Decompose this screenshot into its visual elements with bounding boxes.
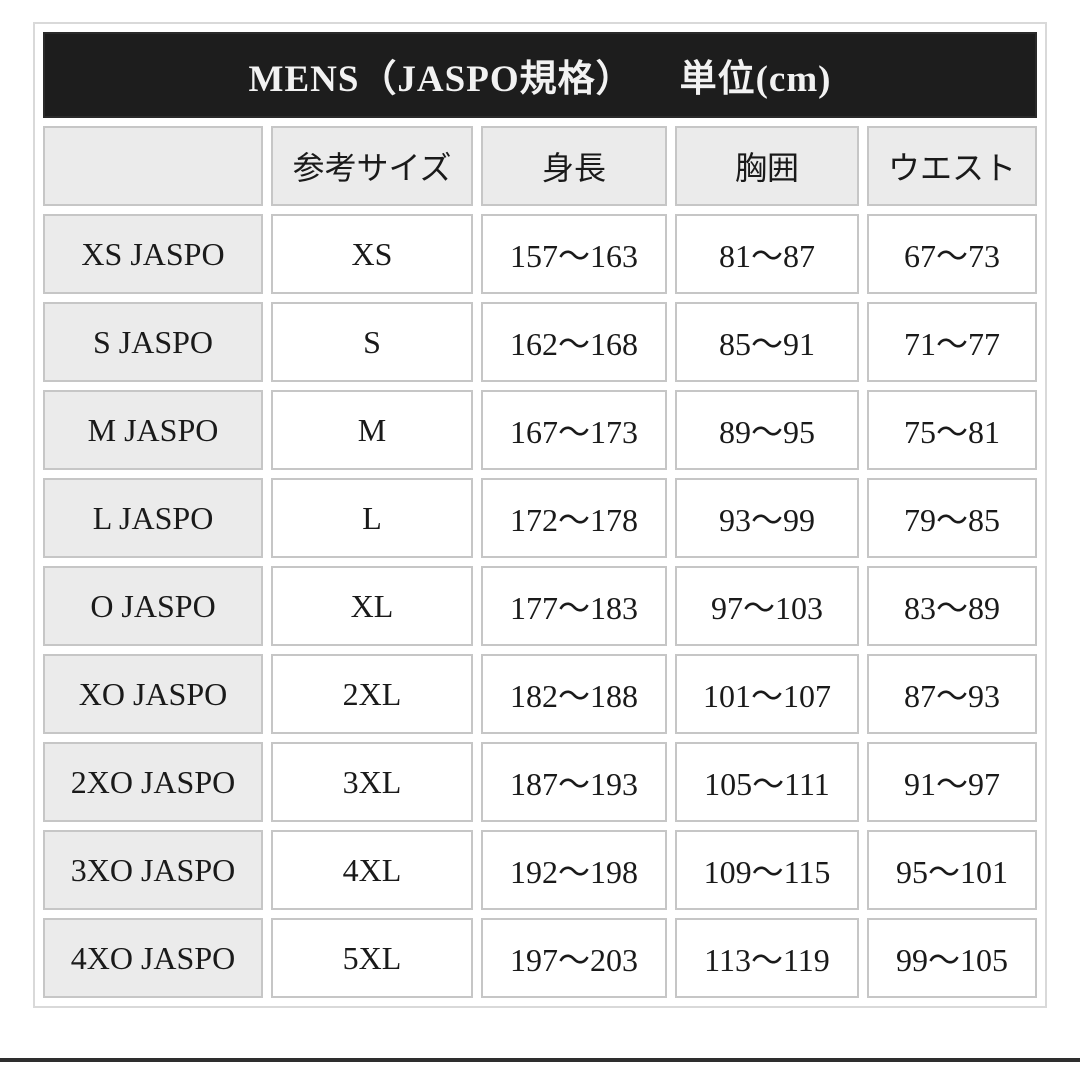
table-row: XS JASPO XS 157〜163 81〜87 67〜73: [43, 214, 1038, 294]
row-label-cell: M JASPO: [43, 390, 263, 470]
table-row: 2XO JASPO 3XL 187〜193 105〜111 91〜97: [43, 742, 1038, 822]
height-cell: 157〜163: [481, 214, 667, 294]
waist-cell: 95〜101: [867, 830, 1038, 910]
table-row: O JASPO XL 177〜183 97〜103 83〜89: [43, 566, 1038, 646]
table-body: XS JASPO XS 157〜163 81〜87 67〜73 S JASPO …: [43, 214, 1038, 998]
height-cell: 197〜203: [481, 918, 667, 998]
column-header-height: 身長: [481, 126, 667, 206]
ref-size-cell: M: [271, 390, 473, 470]
waist-cell: 79〜85: [867, 478, 1038, 558]
column-header-waist: ウエスト: [867, 126, 1038, 206]
waist-cell: 87〜93: [867, 654, 1038, 734]
row-label-cell: XO JASPO: [43, 654, 263, 734]
ref-size-cell: 5XL: [271, 918, 473, 998]
column-header-ref-size: 参考サイズ: [271, 126, 473, 206]
chest-cell: 97〜103: [675, 566, 859, 646]
ref-size-cell: L: [271, 478, 473, 558]
height-cell: 172〜178: [481, 478, 667, 558]
height-cell: 192〜198: [481, 830, 667, 910]
chest-cell: 113〜119: [675, 918, 859, 998]
waist-cell: 83〜89: [867, 566, 1038, 646]
chest-cell: 89〜95: [675, 390, 859, 470]
table-title-bar: MENS（JASPO規格） 単位(cm): [43, 32, 1038, 118]
row-label-cell: 3XO JASPO: [43, 830, 263, 910]
height-cell: 162〜168: [481, 302, 667, 382]
waist-cell: 75〜81: [867, 390, 1038, 470]
title-row: MENS（JASPO規格） 単位(cm): [43, 32, 1038, 118]
table-title-unit: 単位(cm): [679, 59, 832, 100]
bottom-divider-line: [0, 1058, 1080, 1062]
waist-cell: 91〜97: [867, 742, 1038, 822]
ref-size-cell: 2XL: [271, 654, 473, 734]
table-title-main: MENS（JASPO規格）: [248, 59, 634, 100]
row-label-cell: 4XO JASPO: [43, 918, 263, 998]
row-label-cell: O JASPO: [43, 566, 263, 646]
ref-size-cell: 4XL: [271, 830, 473, 910]
chest-cell: 85〜91: [675, 302, 859, 382]
height-cell: 182〜188: [481, 654, 667, 734]
height-cell: 177〜183: [481, 566, 667, 646]
table-row: L JASPO L 172〜178 93〜99 79〜85: [43, 478, 1038, 558]
column-header-blank: [43, 126, 263, 206]
waist-cell: 67〜73: [867, 214, 1038, 294]
chest-cell: 93〜99: [675, 478, 859, 558]
chest-cell: 101〜107: [675, 654, 859, 734]
waist-cell: 71〜77: [867, 302, 1038, 382]
chest-cell: 105〜111: [675, 742, 859, 822]
ref-size-cell: XL: [271, 566, 473, 646]
row-label-cell: XS JASPO: [43, 214, 263, 294]
table-row: S JASPO S 162〜168 85〜91 71〜77: [43, 302, 1038, 382]
size-chart-table: MENS（JASPO規格） 単位(cm) 参考サイズ 身長 胸囲 ウエスト XS …: [33, 22, 1048, 1008]
row-label-cell: L JASPO: [43, 478, 263, 558]
chest-cell: 109〜115: [675, 830, 859, 910]
waist-cell: 99〜105: [867, 918, 1038, 998]
table-row: M JASPO M 167〜173 89〜95 75〜81: [43, 390, 1038, 470]
row-label-cell: 2XO JASPO: [43, 742, 263, 822]
height-cell: 167〜173: [481, 390, 667, 470]
column-header-chest: 胸囲: [675, 126, 859, 206]
height-cell: 187〜193: [481, 742, 667, 822]
table-row: 3XO JASPO 4XL 192〜198 109〜115 95〜101: [43, 830, 1038, 910]
ref-size-cell: XS: [271, 214, 473, 294]
column-header-row: 参考サイズ 身長 胸囲 ウエスト: [43, 126, 1038, 206]
chest-cell: 81〜87: [675, 214, 859, 294]
table-row: XO JASPO 2XL 182〜188 101〜107 87〜93: [43, 654, 1038, 734]
table-row: 4XO JASPO 5XL 197〜203 113〜119 99〜105: [43, 918, 1038, 998]
ref-size-cell: S: [271, 302, 473, 382]
ref-size-cell: 3XL: [271, 742, 473, 822]
row-label-cell: S JASPO: [43, 302, 263, 382]
